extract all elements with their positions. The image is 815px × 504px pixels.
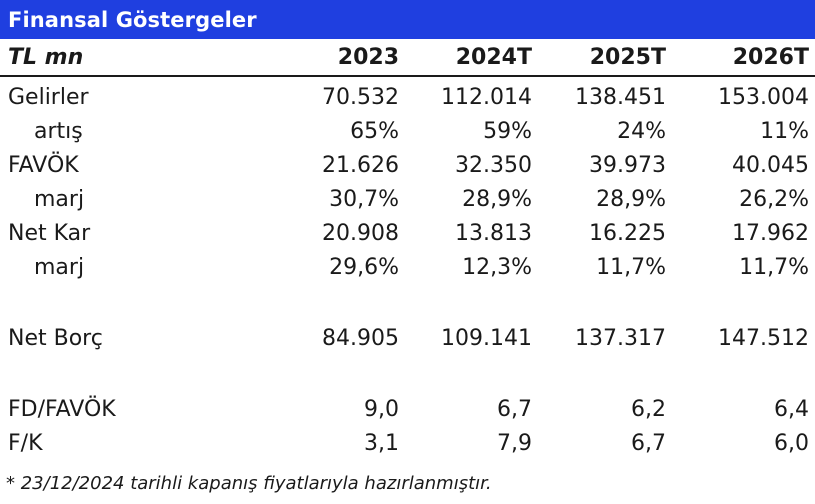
column-header-2025t: 2025T xyxy=(589,45,666,70)
column-header-2026t: 2026T xyxy=(732,45,809,70)
unit-label: TL mn xyxy=(8,45,84,70)
row-label: marj xyxy=(34,186,85,212)
table-row-favok-marj: marj 30,7% 28,9% 28,9% 26,2% xyxy=(0,182,815,216)
value-cell: 153.004 xyxy=(718,84,809,110)
value-cell: 147.512 xyxy=(718,325,809,351)
column-header-2023: 2023 xyxy=(337,45,399,70)
value-cell: 26,2% xyxy=(739,186,809,212)
value-cell: 7,9 xyxy=(497,430,532,456)
value-cell: 28,9% xyxy=(462,186,532,212)
value-cell: 20.908 xyxy=(322,220,399,246)
value-cell: 65% xyxy=(350,118,399,144)
row-label: FAVÖK xyxy=(8,152,79,178)
footnote: * 23/12/2024 tarihli kapanış fiyatlarıyl… xyxy=(6,472,492,494)
table-title-bar: Finansal Göstergeler xyxy=(0,0,815,39)
value-cell: 6,7 xyxy=(631,430,666,456)
value-cell: 39.973 xyxy=(589,152,666,178)
table-row-net-kar-marj: marj 29,6% 12,3% 11,7% 11,7% xyxy=(0,250,815,284)
column-header-2024t: 2024T xyxy=(455,45,532,70)
row-label: artış xyxy=(34,118,83,144)
row-label: F/K xyxy=(8,430,43,456)
value-cell: 29,6% xyxy=(329,254,399,280)
table-row-net-borc: Net Borç 84.905 109.141 137.317 147.512 xyxy=(0,321,815,355)
table-header-row: TL mn 2023 2024T 2025T 2026T xyxy=(0,40,815,77)
value-cell: 17.962 xyxy=(732,220,809,246)
value-cell: 9,0 xyxy=(364,396,399,422)
value-cell: 30,7% xyxy=(329,186,399,212)
value-cell: 84.905 xyxy=(322,325,399,351)
value-cell: 6,0 xyxy=(774,430,809,456)
table-row-f-k: F/K 3,1 7,9 6,7 6,0 xyxy=(0,426,815,460)
value-cell: 11,7% xyxy=(739,254,809,280)
row-label: Net Kar xyxy=(8,220,91,246)
value-cell: 28,9% xyxy=(596,186,666,212)
row-label: Net Borç xyxy=(8,325,103,351)
value-cell: 24% xyxy=(617,118,666,144)
value-cell: 6,4 xyxy=(774,396,809,422)
value-cell: 32.350 xyxy=(455,152,532,178)
row-label: Gelirler xyxy=(8,84,89,110)
value-cell: 12,3% xyxy=(462,254,532,280)
table-title: Finansal Göstergeler xyxy=(8,7,257,32)
table-row-favok: FAVÖK 21.626 32.350 39.973 40.045 xyxy=(0,148,815,182)
value-cell: 11,7% xyxy=(596,254,666,280)
value-cell: 137.317 xyxy=(575,325,666,351)
value-cell: 21.626 xyxy=(322,152,399,178)
value-cell: 11% xyxy=(760,118,809,144)
value-cell: 112.014 xyxy=(441,84,532,110)
table-row-fd-favok: FD/FAVÖK 9,0 6,7 6,2 6,4 xyxy=(0,392,815,426)
value-cell: 70.532 xyxy=(322,84,399,110)
row-label: FD/FAVÖK xyxy=(8,396,116,422)
value-cell: 40.045 xyxy=(732,152,809,178)
table-row-net-kar: Net Kar 20.908 13.813 16.225 17.962 xyxy=(0,216,815,250)
table-row-gelirler: Gelirler 70.532 112.014 138.451 153.004 xyxy=(0,80,815,114)
value-cell: 13.813 xyxy=(455,220,532,246)
value-cell: 16.225 xyxy=(589,220,666,246)
value-cell: 6,2 xyxy=(631,396,666,422)
row-label: marj xyxy=(34,254,85,280)
value-cell: 138.451 xyxy=(575,84,666,110)
value-cell: 59% xyxy=(483,118,532,144)
value-cell: 3,1 xyxy=(364,430,399,456)
value-cell: 6,7 xyxy=(497,396,532,422)
table-row-artis: artış 65% 59% 24% 11% xyxy=(0,114,815,148)
value-cell: 109.141 xyxy=(441,325,532,351)
